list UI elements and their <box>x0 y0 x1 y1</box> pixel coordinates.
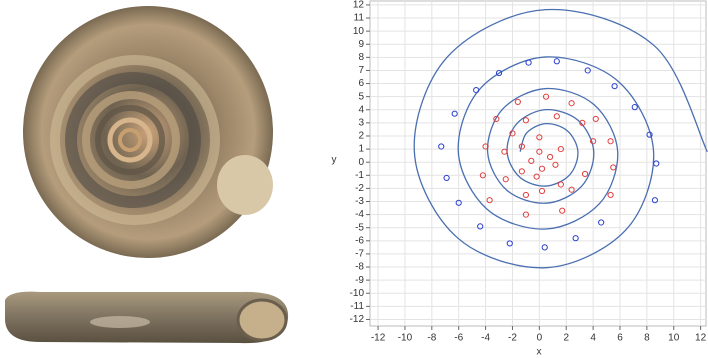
y-tick-label: 10 <box>353 26 365 37</box>
y-tick-label: 8 <box>358 52 364 63</box>
y-tick-label: 3 <box>358 118 364 129</box>
x-tick-label: 0 <box>537 333 543 344</box>
y-tick-label: 11 <box>354 13 365 24</box>
x-tick-label: 4 <box>590 333 596 344</box>
y-tick-label: 2 <box>358 131 364 142</box>
y-tick-label: -6 <box>355 235 364 246</box>
y-tick-label: 9 <box>358 39 364 50</box>
y-tick-label: -10 <box>350 288 365 299</box>
x-tick-label: -6 <box>454 333 463 344</box>
page: {"chart_data": {"type": "scatter", "x_la… <box>0 0 708 358</box>
y-tick-label: -1 <box>355 170 364 181</box>
x-axis-label: x <box>537 347 542 358</box>
x-tick-label: 8 <box>644 333 650 344</box>
plot-area <box>370 1 706 326</box>
x-tick-label: 2 <box>563 333 569 344</box>
x-tick-label: -10 <box>398 333 413 344</box>
y-tick-label: -11 <box>350 301 364 312</box>
y-tick-label: 4 <box>358 104 364 115</box>
y-tick-label: -5 <box>355 222 364 233</box>
y-tick-label: 12 <box>353 0 365 11</box>
y-axis-label: y <box>332 155 337 166</box>
y-tick-label: 5 <box>358 91 364 102</box>
x-tick-label: 10 <box>668 333 680 344</box>
y-tick-label: -3 <box>355 196 364 207</box>
x-tick-label: 6 <box>617 333 623 344</box>
x-tick-label: 12 <box>695 333 707 344</box>
y-tick-label: -12 <box>350 314 365 325</box>
y-tick-label: 0 <box>358 157 364 168</box>
x-tick-label: -2 <box>508 333 517 344</box>
y-tick-label: 6 <box>358 78 364 89</box>
y-tick-label: -7 <box>355 249 364 260</box>
y-tick-label: 1 <box>358 144 364 155</box>
y-tick-label: -4 <box>355 209 364 220</box>
shell-photo <box>5 6 288 343</box>
y-tick-label: 7 <box>358 65 364 76</box>
figure: x y -12-10-8-6-4-2024681012-12-11-10-9-8… <box>0 0 708 358</box>
x-tick-label: -8 <box>427 333 436 344</box>
x-tick-label: -12 <box>371 333 386 344</box>
y-tick-label: -8 <box>355 262 364 273</box>
y-tick-label: -9 <box>355 275 364 286</box>
y-tick-label: -2 <box>355 183 364 194</box>
x-tick-label: -4 <box>481 333 490 344</box>
